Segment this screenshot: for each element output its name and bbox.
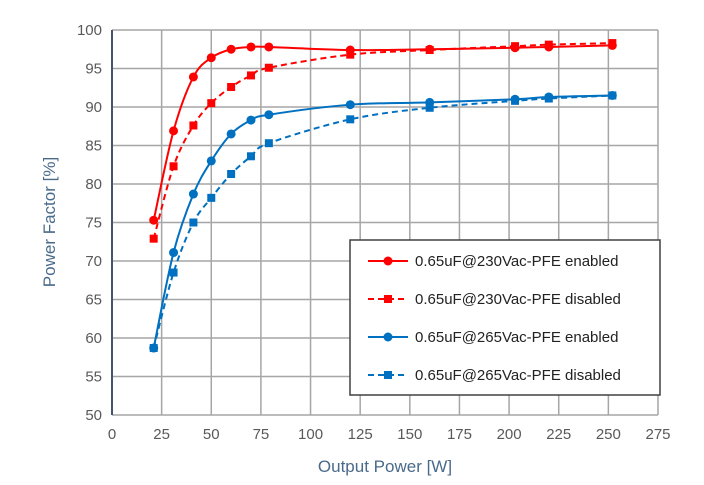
x-tick-label: 275 [645, 426, 670, 443]
legend-label: 0.65uF@230Vac-PFE enabled [415, 253, 618, 270]
data-point [425, 103, 434, 112]
y-tick-label: 70 [85, 253, 102, 270]
x-tick-label: 225 [546, 426, 571, 443]
x-tick-label: 175 [447, 426, 472, 443]
data-point [206, 53, 216, 63]
data-point [544, 94, 553, 103]
y-tick-label: 50 [85, 407, 102, 424]
legend-item: 0.65uF@230Vac-PFE disabled [368, 291, 621, 308]
data-point [384, 371, 392, 379]
series-line [152, 44, 613, 221]
series-group [149, 39, 617, 353]
legend-item: 0.65uF@230Vac-PFE enabled [368, 253, 618, 270]
x-axis-label: Output Power [W] [318, 457, 452, 476]
data-point [264, 63, 273, 72]
series-line [152, 42, 613, 239]
y-tick-label: 80 [85, 176, 102, 193]
legend-label: 0.65uF@265Vac-PFE enabled [415, 329, 618, 346]
data-point [169, 162, 178, 171]
y-tick-label: 95 [85, 61, 102, 78]
y-tick-label: 100 [77, 22, 102, 39]
data-point [189, 121, 198, 130]
data-point [227, 169, 236, 178]
y-tick-label: 60 [85, 330, 102, 347]
data-point [169, 268, 178, 277]
data-point [384, 295, 392, 303]
legend-item: 0.65uF@265Vac-PFE enabled [368, 329, 618, 346]
data-point [149, 344, 158, 353]
data-point [188, 189, 198, 199]
x-tick-label: 100 [298, 426, 323, 443]
data-point [227, 82, 236, 91]
data-point [149, 234, 158, 243]
data-point [246, 152, 255, 161]
data-point [207, 193, 216, 202]
x-tick-label: 25 [153, 426, 170, 443]
legend: 0.65uF@230Vac-PFE enabled 0.65uF@230Vac-P… [349, 239, 661, 396]
series-4 [149, 91, 617, 353]
x-tick-label: 150 [397, 426, 422, 443]
x-tick-label: 0 [108, 426, 116, 443]
x-tick-label: 50 [203, 426, 220, 443]
x-tick-label: 200 [497, 426, 522, 443]
legend-label: 0.65uF@265Vac-PFE disabled [415, 367, 621, 384]
data-point [169, 248, 179, 258]
data-point [189, 218, 198, 227]
y-tick-label: 85 [85, 138, 102, 155]
data-point [511, 42, 520, 51]
legend-box [349, 239, 661, 396]
data-point [383, 332, 393, 342]
data-point [345, 100, 355, 110]
y-tick-label: 75 [85, 215, 102, 232]
x-tick-label: 250 [596, 426, 621, 443]
data-point [206, 156, 216, 166]
data-point [226, 129, 236, 139]
data-point [188, 72, 198, 82]
data-point [246, 42, 256, 52]
x-tick-label: 125 [348, 426, 373, 443]
data-point [608, 39, 617, 48]
y-tick-label: 65 [85, 292, 102, 309]
legend-label: 0.65uF@230Vac-PFE disabled [415, 291, 621, 308]
data-point [246, 71, 255, 80]
data-point [511, 96, 520, 105]
data-point [264, 139, 273, 148]
y-axis-label: Power Factor [%] [40, 157, 59, 287]
data-point [246, 115, 256, 125]
data-point [544, 40, 553, 49]
data-point [264, 110, 274, 120]
data-point [425, 46, 434, 55]
data-point [346, 115, 355, 124]
data-point [169, 126, 179, 136]
x-tick-label: 75 [253, 426, 270, 443]
data-point [383, 256, 393, 266]
data-point [149, 215, 159, 225]
data-point [264, 42, 274, 52]
y-tick-label: 90 [85, 99, 102, 116]
series-2 [149, 39, 617, 243]
y-tick-label: 55 [85, 369, 102, 386]
data-point [608, 91, 617, 100]
data-point [346, 50, 355, 59]
data-point [207, 99, 216, 108]
tick-labels: 0 25 50 75 100 125 150 175 200 225 250 275 50 55 60 65 7… [77, 22, 671, 443]
legend-item: 0.65uF@265Vac-PFE disabled [368, 367, 621, 384]
data-point [226, 44, 236, 54]
